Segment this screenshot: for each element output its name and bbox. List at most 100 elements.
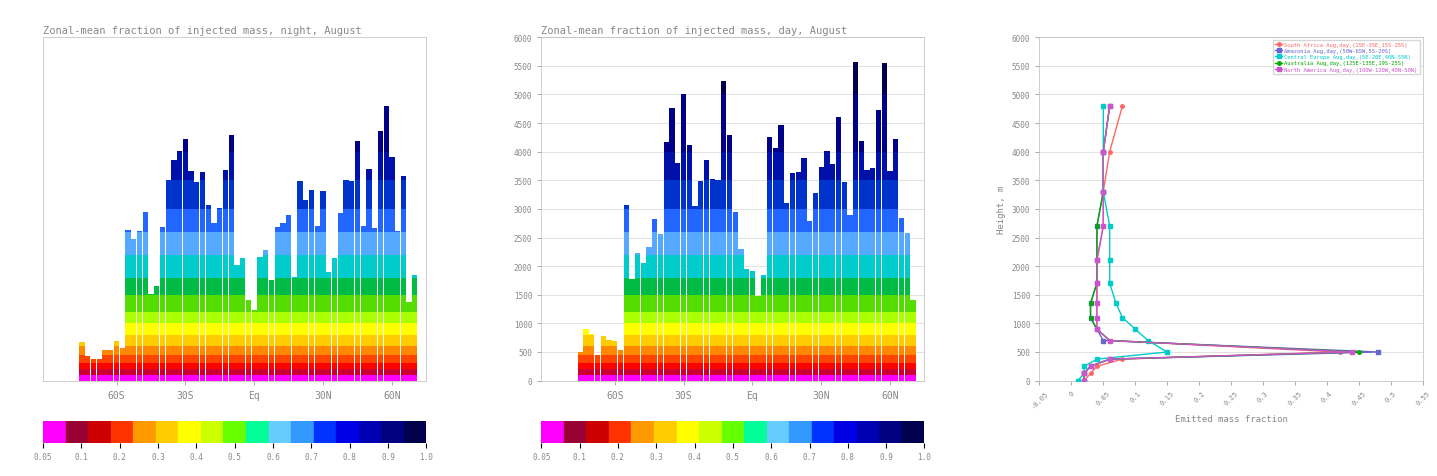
Australia Aug,day,(125E-135E,19S-25S) [1088,258,1105,264]
Bar [779,295,783,312]
Bar [171,312,177,324]
Bar [641,369,647,375]
Bar [338,355,343,364]
Bar [188,181,194,209]
Bar [808,232,812,255]
Bar [148,364,154,369]
Bar [361,227,366,232]
Bar [223,181,228,209]
Bar [108,355,114,364]
Bar [739,249,743,255]
Bar [378,209,384,232]
Bar [825,369,829,375]
Bar [194,355,200,364]
Bar [739,295,743,312]
Bar [635,355,641,364]
Bar [733,347,737,355]
Bar [263,250,269,255]
Bar [848,232,852,255]
Bar [658,278,664,295]
Bar [670,347,675,355]
Bar [773,347,777,355]
Bar [641,312,647,324]
Bar [900,355,904,364]
Bar [188,312,194,324]
Bar [675,369,681,375]
Bar [877,369,881,375]
Bar [882,232,887,255]
Bar [125,232,131,255]
Bar [583,355,589,364]
Bar [750,375,754,381]
Bar [326,355,332,364]
Bar [664,255,670,278]
South Africa Aug,day,(25E-35E,15S-25S) [1088,364,1105,369]
Bar [670,278,675,295]
Bar [234,295,240,312]
Bar [831,312,835,324]
Bar [200,375,205,381]
Bar [652,312,658,324]
Bar [165,369,171,375]
Bar [624,232,629,255]
Bar [819,375,823,381]
Bar [366,335,372,347]
Bar [652,232,658,255]
Bar [721,82,726,95]
Bar [217,369,223,375]
Bar [389,375,395,381]
Bar [710,255,714,278]
Bar [131,369,137,375]
Bar [790,369,795,375]
Bar [171,324,177,335]
Bar [733,369,737,375]
Australia Aug,day,(125E-135E,19S-25S) [1095,189,1112,195]
Central Europe Aug,day,(5E-20E,40N-55N) [1101,224,1118,229]
South Africa Aug,day,(25E-35E,15S-25S) [1095,224,1112,229]
Bar [171,255,177,278]
Bar [664,232,670,255]
Bar [177,255,182,278]
Bar [286,335,292,347]
Bar [274,355,280,364]
Bar [269,364,274,369]
Bar [286,369,292,375]
Bar [315,324,320,335]
Bar [240,324,246,335]
Central Europe Aug,day,(5E-20E,40N-55N) [1101,258,1118,264]
Bar [641,347,647,355]
Bar [131,335,137,347]
Bar [320,324,326,335]
Bar [200,335,205,347]
Bar [137,312,142,324]
Bar [412,335,418,347]
Bar [854,355,858,364]
Bar [641,295,647,312]
Bar [790,232,795,255]
Bar [704,278,708,295]
Bar [223,335,228,347]
Bar [148,355,154,364]
Bar [412,369,418,375]
Bar [182,375,188,381]
Bar [905,364,910,369]
Bar [303,255,309,278]
Bar [779,255,783,278]
Bar [355,369,361,375]
Bar [79,369,85,375]
Bar [756,355,760,364]
Bar [188,324,194,335]
Bar [825,209,829,232]
Bar [137,355,142,364]
Bar [142,295,148,312]
Bar [882,369,887,375]
South Africa Aug,day,(25E-35E,15S-25S) [1075,378,1092,384]
Bar [865,312,869,324]
Bar [114,342,119,347]
Bar [384,152,389,181]
Bar [303,324,309,335]
Bar [785,364,789,369]
Bar [171,209,177,232]
Bar [658,364,664,369]
Bar [142,355,148,364]
